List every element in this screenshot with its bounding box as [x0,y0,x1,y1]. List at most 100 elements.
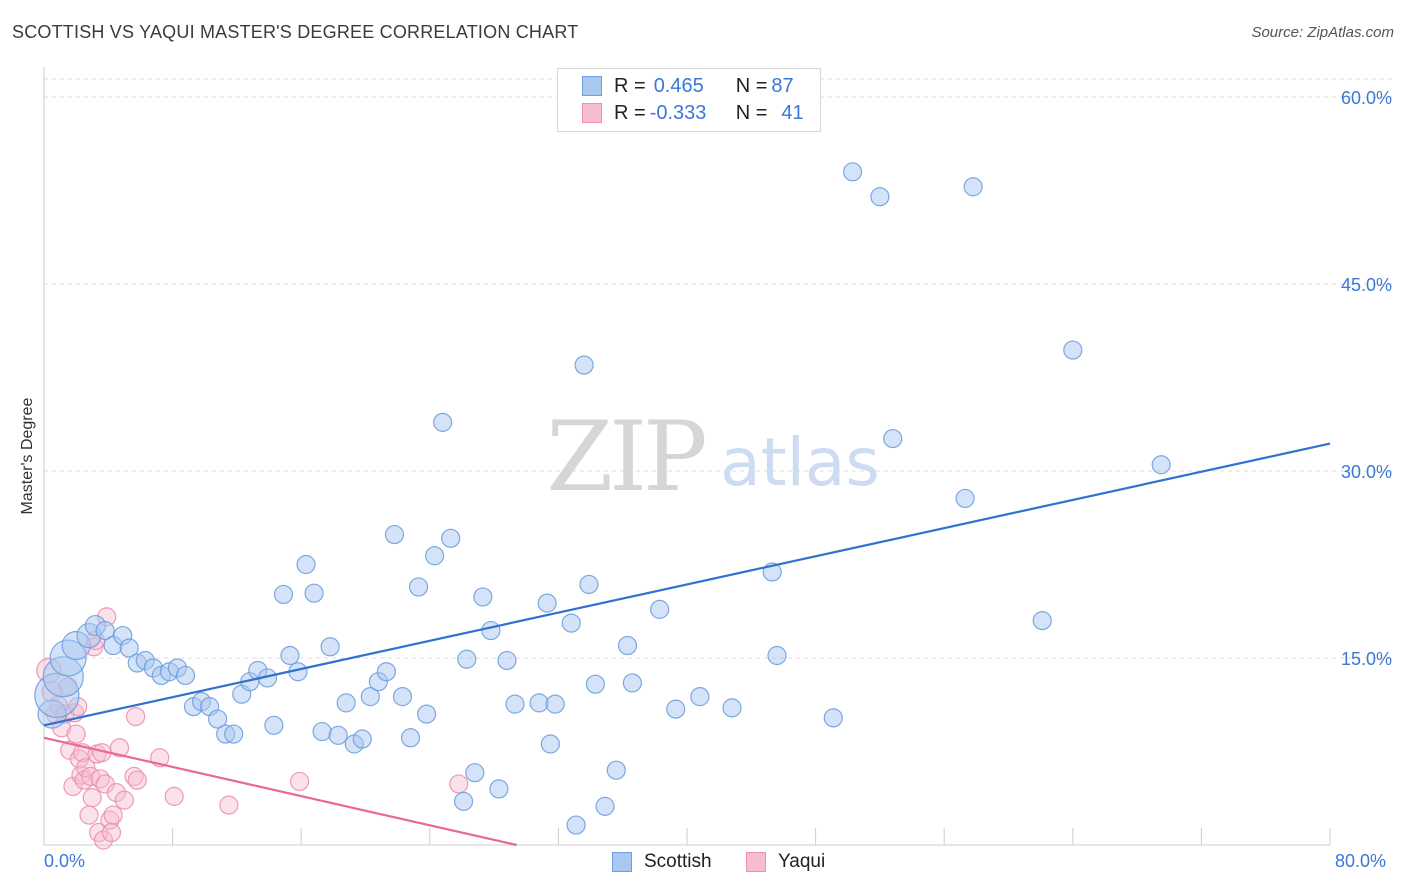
scottish-n-label: N = [735,74,768,97]
scottish-point-42 [376,662,396,682]
watermark: ZIP atlas [546,401,879,513]
scottish-point-10 [119,638,139,658]
watermark-zip: ZIP [546,401,705,513]
scottish-point-66 [579,574,599,595]
yaqui-point-16 [76,758,96,778]
legend-scottish-swatch [612,852,632,872]
scottish-point-71 [622,673,642,693]
scottish-point-79 [842,162,863,182]
scottish-point-49 [433,412,453,432]
legend-yaqui-label: Yaqui [778,851,826,872]
scottish-point-86 [1151,455,1171,475]
scottish-point-47 [416,704,437,724]
scottish-point-30 [280,645,300,666]
scottish-point-35 [320,637,340,657]
yaqui-n-label: N = [735,101,768,124]
yaqui-point-30 [101,822,122,843]
scottish-point-59 [529,693,549,713]
scottish-point-53 [465,763,485,783]
scottish-point-83 [963,177,983,197]
scottish-point-43 [384,524,405,545]
scottish-point-44 [392,687,413,707]
scottish-point-45 [400,728,421,748]
yaqui-point-35 [124,766,144,787]
scottish-point-63 [561,613,581,633]
scottish-swatch [582,76,602,96]
scottish-point-51 [453,791,474,811]
legend-scottish-label: Scottish [644,851,712,872]
yaqui-trend-line [43,736,517,847]
scottish-point-74 [690,687,710,707]
scottish-r-value: 0.465 [653,74,704,97]
y-tick-label-3: 60.0% [1341,88,1392,108]
scottish-point-40 [360,687,380,707]
scottish-point-82 [955,488,975,509]
y-tick-label-1: 30.0% [1341,462,1392,482]
series-legend: Scottish Yaqui [0,851,1406,879]
yaqui-n-value: 41 [781,101,804,124]
scottish-point-80 [870,187,890,207]
scottish-point-73 [666,699,686,719]
scottish-point-60 [537,593,557,613]
yaqui-r-label: R = [614,101,646,124]
scottish-n-value: 87 [771,74,794,97]
y-tick-label-0: 15.0% [1341,649,1392,669]
scottish-point-64 [566,815,586,835]
scottish-point-39 [352,729,372,749]
yaqui-point-33 [109,738,130,758]
yaqui-point-26 [93,830,114,850]
scottish-point-61 [540,734,560,754]
scottish-point-85 [1063,340,1083,360]
legend-row-scottish: R = 0.465 N = 87 [582,73,794,99]
scottish-point-55 [481,620,501,641]
legend-item-scottish: Scottish [612,851,712,873]
scottish-point-57 [497,650,517,671]
scottish-point-65 [574,355,594,375]
scottish-point-84 [1032,610,1052,631]
trend-lines [43,442,1331,847]
yaqui-point-39 [164,786,184,806]
yaqui-point-41 [289,771,310,792]
yaqui-point-42 [449,774,469,794]
scottish-point-70 [617,635,638,656]
yaqui-swatch [582,103,602,123]
scottish-point-37 [336,693,356,713]
yaqui-point-36 [126,706,146,727]
y-tick-label-2: 45.0% [1341,275,1392,295]
chart-source: Source: ZipAtlas.com [1251,24,1394,41]
scottish-point-69 [606,760,626,780]
scottish-point-62 [545,694,565,714]
scottish-point-17 [175,665,196,686]
yaqui-point-40 [219,795,239,815]
scottish-point-78 [823,708,843,728]
scottish-point-75 [722,698,742,718]
scottish-point-34 [312,721,332,742]
scottish-point-50 [441,528,461,548]
watermark-atlas: atlas [720,424,880,501]
yaqui-points [36,607,469,850]
chart-title: SCOTTISH VS YAQUI MASTER'S DEGREE CORREL… [12,22,579,42]
x-tick-label-min: 0.0% [44,851,86,871]
yaqui-point-37 [127,770,147,790]
scottish-point-33 [304,583,324,603]
yaqui-point-34 [114,790,134,810]
correlation-legend: R = 0.465 N = 87 R = -0.333 N = 41 [557,68,821,132]
scottish-point-67 [585,674,605,694]
scottish-points [34,162,1171,835]
scottish-point-29 [273,584,294,605]
y-tick-labels: 15.0% 30.0% 45.0% 60.0% [1341,88,1392,669]
scottish-point-48 [425,546,445,566]
scottish-point-32 [296,554,316,575]
scottish-point-81 [883,428,903,449]
legend-yaqui-swatch [746,852,766,872]
legend-item-yaqui: Yaqui [746,851,825,873]
yaqui-point-31 [103,805,123,825]
scottish-trend-line [43,442,1331,727]
x-tick-label-max: 80.0% [1335,851,1387,871]
legend-row-yaqui: R = -0.333 N = 41 [582,100,804,126]
scottish-point-21 [208,709,228,729]
yaqui-r-value: -0.333 [649,101,707,124]
scottish-r-label: R = [614,74,646,97]
yaqui-point-17 [79,805,99,825]
